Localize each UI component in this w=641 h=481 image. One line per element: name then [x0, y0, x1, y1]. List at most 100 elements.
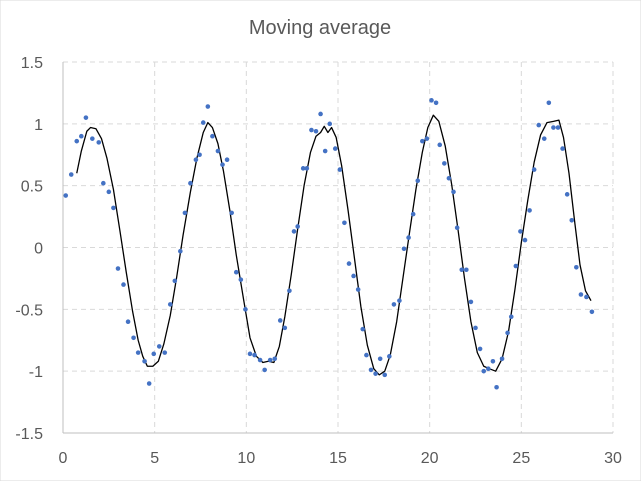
- data-point: [360, 326, 366, 332]
- data-point: [406, 235, 411, 240]
- data-point: [415, 178, 421, 184]
- data-point: [536, 122, 542, 128]
- data-point: [424, 136, 430, 141]
- data-point: [477, 346, 483, 352]
- data-point: [282, 325, 288, 331]
- x-tick-label: 0: [59, 450, 68, 467]
- x-tick-label: 15: [329, 450, 347, 467]
- data-point: [574, 264, 579, 270]
- data-point: [499, 356, 505, 362]
- data-point: [401, 246, 407, 252]
- data-point: [106, 189, 112, 195]
- data-point: [90, 136, 95, 141]
- data-point: [382, 372, 388, 378]
- data-point: [387, 354, 392, 359]
- data-point: [178, 248, 183, 254]
- data-point: [287, 288, 292, 294]
- data-point: [210, 133, 215, 139]
- data-points-layer: [63, 98, 595, 390]
- data-point: [304, 166, 310, 171]
- data-point: [111, 205, 116, 211]
- data-point: [63, 193, 69, 198]
- data-point: [578, 292, 584, 297]
- data-point: [300, 166, 306, 171]
- data-point: [368, 367, 374, 373]
- data-point: [364, 352, 369, 358]
- data-point: [468, 299, 474, 305]
- data-point: [429, 98, 434, 103]
- x-tick-label: 10: [237, 450, 255, 467]
- data-point: [551, 125, 556, 130]
- data-point: [197, 152, 202, 158]
- data-point: [172, 278, 178, 284]
- data-point: [569, 217, 575, 223]
- data-point: [146, 381, 152, 386]
- data-point: [101, 180, 106, 186]
- y-tick-label: 1.5: [21, 55, 43, 72]
- data-point: [205, 104, 211, 109]
- x-tick-label: 5: [150, 450, 159, 467]
- x-tick-label: 20: [421, 450, 439, 467]
- data-point: [494, 384, 499, 390]
- data-point: [125, 319, 131, 325]
- data-point: [252, 352, 257, 358]
- data-point: [437, 142, 443, 148]
- data-point: [224, 157, 230, 162]
- data-point: [518, 229, 523, 234]
- y-tick-label: 0.5: [21, 179, 43, 196]
- data-point: [247, 351, 253, 357]
- data-point: [410, 211, 416, 217]
- data-point: [337, 167, 343, 172]
- data-point: [257, 357, 263, 363]
- data-point: [68, 172, 74, 177]
- data-point: [508, 314, 514, 320]
- data-point: [233, 269, 239, 275]
- grid: [62, 61, 614, 434]
- data-point: [243, 307, 248, 312]
- data-point: [151, 351, 157, 357]
- data-point: [142, 358, 147, 364]
- data-point: [459, 267, 465, 273]
- data-point: [162, 350, 168, 355]
- data-point: [215, 148, 221, 154]
- data-point: [115, 266, 121, 271]
- y-tick-label: 0: [34, 241, 43, 258]
- data-point: [454, 225, 460, 231]
- y-tick-label: -1.5: [15, 426, 43, 443]
- data-point: [188, 180, 193, 186]
- data-point: [531, 167, 537, 172]
- data-point: [490, 358, 496, 364]
- data-point: [291, 229, 297, 234]
- data-point: [486, 366, 491, 371]
- tick-labels: -1.5 -1 -0.5 0 0.5 1 1.5 0 5 10 15 20 25 30: [15, 55, 622, 467]
- data-point: [131, 335, 136, 341]
- data-point: [200, 120, 206, 125]
- data-point: [79, 133, 84, 139]
- data-point: [391, 302, 397, 307]
- data-point: [420, 138, 425, 144]
- data-point: [272, 356, 278, 362]
- data-point: [377, 356, 383, 362]
- data-point: [546, 100, 552, 106]
- y-tick-label: 1: [34, 117, 43, 134]
- moving-average-line-layer: [76, 114, 592, 376]
- y-tick-label: -1: [29, 364, 43, 381]
- data-point: [193, 157, 199, 162]
- data-point: [83, 115, 89, 120]
- moving-average-line: [76, 114, 592, 376]
- data-point: [332, 146, 338, 151]
- data-point: [513, 263, 519, 269]
- data-point: [121, 282, 126, 287]
- data-point: [522, 237, 528, 243]
- data-point: [135, 350, 141, 355]
- data-point: [267, 357, 273, 363]
- data-point: [322, 148, 328, 154]
- data-point: [527, 208, 532, 213]
- data-point: [560, 146, 565, 151]
- x-tick-label: 25: [512, 450, 530, 467]
- data-point: [397, 298, 402, 303]
- x-tick-label: 30: [604, 450, 622, 467]
- data-point: [229, 210, 234, 216]
- data-point: [541, 136, 547, 141]
